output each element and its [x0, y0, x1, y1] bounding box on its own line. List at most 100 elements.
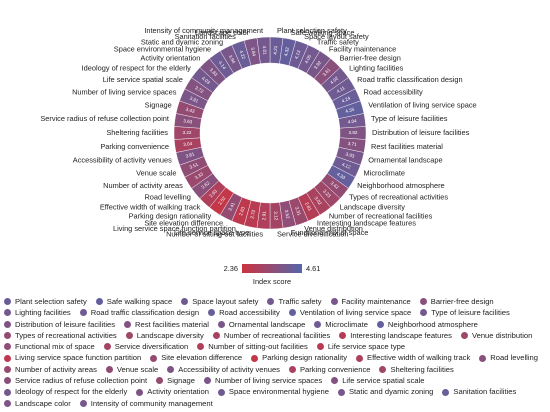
value-label: 3.84 — [250, 47, 257, 57]
value-label: 3.72 — [194, 85, 205, 94]
legend-dot — [267, 298, 275, 306]
legend-text: Road accessibility — [219, 308, 280, 318]
legend-dot — [339, 332, 347, 340]
legend-text: Sanitation facilities — [453, 387, 517, 397]
legend-dot — [212, 332, 220, 340]
category-label: Functional mix of space — [291, 228, 369, 237]
category-label: Ideology of respect for the elderly — [82, 64, 192, 73]
legend-item: Interesting landscape features — [339, 330, 452, 341]
legend-text: Road traffic classification design — [90, 308, 200, 318]
legend-dot — [4, 332, 11, 340]
value-label: 2.93 — [208, 188, 218, 198]
legend-dot — [251, 354, 259, 362]
legend-dot — [4, 365, 11, 373]
legend-item: Accessibility of activity venues — [167, 364, 280, 375]
category-label: Number of activity areas — [103, 181, 183, 190]
legend-text: Service diversification — [114, 342, 189, 352]
legend-dot — [124, 320, 132, 328]
legend-item: Activity orientation — [136, 386, 209, 397]
legend-text: Barrier-free design — [430, 297, 494, 306]
legend-text: Effective width of walking track — [367, 353, 471, 363]
legend-dot — [4, 320, 11, 328]
legend-text: Venue distribution — [471, 330, 533, 340]
category-label: Intensity of community management — [144, 26, 263, 35]
value-label: 3.94 — [228, 54, 237, 65]
colorbar-tick: 2.36 — [224, 264, 238, 273]
legend-item: Parking convenience — [288, 364, 370, 375]
value-label: 3.71 — [347, 141, 357, 147]
category-label: Types of recreational activities — [349, 192, 448, 201]
legend-dot — [4, 309, 11, 317]
value-label: 2.63 — [238, 206, 246, 217]
value-label: 3.63 — [183, 118, 193, 124]
legend-dot — [197, 343, 205, 351]
value-label: 3.04 — [183, 141, 193, 147]
legend-text: Interesting landscape features — [350, 330, 452, 340]
value-label: 4.35 — [345, 107, 355, 114]
category-label: Distribution of leisure facilities — [372, 128, 470, 137]
value-label: 3.23 — [322, 188, 332, 198]
legend-dot — [95, 298, 103, 306]
legend-text: Sheltering facilities — [390, 364, 454, 374]
legend-text: Site elevation difference — [161, 353, 243, 363]
legend-text: Types of recreational activities — [15, 330, 117, 340]
value-label: 3.91 — [189, 96, 200, 104]
legend-item: Service diversification — [103, 341, 189, 352]
legend-text: Functional mix of space — [15, 342, 95, 352]
legend-item: Space layout safety — [181, 296, 258, 307]
legend-text: Life service space type — [327, 342, 406, 352]
legend-dot — [330, 298, 338, 306]
legend-dot — [316, 343, 324, 351]
value-label: 2.91 — [261, 211, 267, 221]
legend-text: Safe walking space — [106, 297, 173, 306]
legend-dot — [4, 399, 11, 407]
legend-dot — [167, 365, 175, 373]
legend-item: Life service spatial scale — [331, 375, 425, 386]
legend-item: Service radius of refuse collection poin… — [4, 375, 147, 386]
legend-dot — [420, 309, 428, 317]
value-label: 3.52 — [284, 209, 291, 219]
value-label: 3.12 — [273, 211, 279, 221]
legend-item: Parking design rationality — [251, 352, 347, 363]
legend-text: Number of sitting-out facilities — [208, 342, 308, 352]
legend-text: Type of leisure facilities — [431, 308, 510, 318]
legend-text: Ventilation of living service space — [299, 308, 412, 318]
legend-item: Road accessibility — [208, 307, 280, 318]
value-label: 3.43 — [185, 107, 195, 114]
legend-dot — [479, 354, 487, 362]
legend-item: Ornamental landscape — [217, 319, 305, 330]
category-label: Sanitation facilities — [175, 32, 237, 41]
legend-text: Signage — [167, 376, 195, 386]
legend-dot — [150, 354, 158, 362]
legend-dot — [204, 377, 211, 385]
value-label: 4.12 — [341, 162, 352, 170]
value-label: 4.33 — [336, 171, 347, 180]
legend-text: Neighborhood atmosphere — [387, 319, 478, 329]
value-label: 3.41 — [227, 201, 236, 212]
value-label: 4.14 — [218, 60, 227, 71]
value-label: 4.02 — [329, 75, 339, 85]
category-label: Life service spatial scale — [103, 75, 183, 84]
legend-item: Plant selection safety — [4, 296, 87, 307]
value-label: 3.42 — [330, 180, 340, 190]
legend-item: Barrier-free design — [419, 296, 494, 307]
legend-text: Static and dyamic zoning — [348, 387, 434, 397]
legend-dot — [288, 365, 296, 373]
legend-dot — [4, 343, 11, 351]
legend-dot — [208, 309, 216, 317]
legend-dot — [337, 388, 345, 396]
legend-text: Microclimate — [325, 319, 368, 329]
legend-text: Lighting facilities — [15, 308, 71, 318]
legend-item: Functional mix of space — [4, 341, 95, 352]
legend-text: Life service spatial scale — [342, 376, 425, 386]
legend-item: Road traffic classification design — [79, 307, 200, 318]
category-label: Venue scale — [136, 169, 176, 178]
legend-item: Number of activity areas — [4, 364, 97, 375]
legend-text: Parking design rationality — [262, 353, 347, 363]
legend-text: Landscape diversity — [136, 330, 204, 340]
legend-dot — [356, 354, 363, 362]
value-label: 3.82 — [349, 130, 358, 135]
category-label: Venue distribution — [304, 224, 363, 233]
value-label: 2.72 — [249, 209, 256, 219]
value-label: 3.22 — [183, 130, 192, 135]
